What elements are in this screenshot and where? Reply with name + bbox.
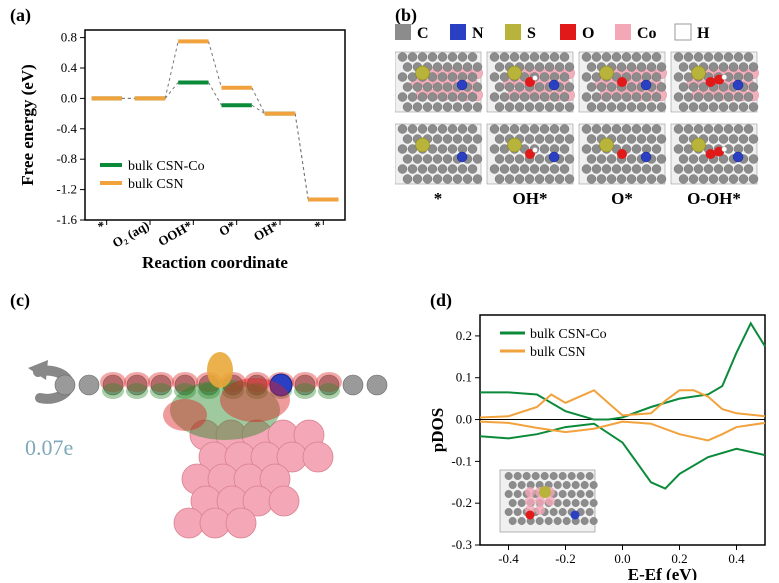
ytick-label: 0.0	[61, 90, 77, 105]
charge-density-isosurface: 0.07e	[10, 300, 390, 575]
xtick-label: 0.4	[728, 551, 745, 566]
structure-cell	[579, 124, 666, 184]
legend-csn: bulk CSN	[128, 177, 184, 192]
ytick-label: 0.4	[61, 60, 78, 75]
xlabel: Reaction coordinate	[142, 253, 288, 270]
legend-swatch	[615, 24, 631, 40]
legend-csn: bulk CSN	[530, 345, 586, 360]
xtick-label: -0.2	[555, 551, 576, 566]
structure-cell	[395, 124, 482, 184]
xlabel: E-Ef (eV)	[628, 565, 697, 580]
structure-label: *	[434, 189, 443, 208]
legend-csn-co: bulk CSN-Co	[530, 327, 607, 342]
structure-cell	[487, 124, 574, 184]
ylabel: pDOS	[428, 408, 447, 452]
free-energy-chart: -1.6-1.2-0.8-0.40.00.40.8*O₂ (aq)OOH*O*O…	[15, 15, 355, 270]
ytick-label: -0.3	[451, 537, 472, 552]
legend-csn-co: bulk CSN-Co	[128, 159, 205, 174]
ytick-label: -0.4	[56, 121, 77, 136]
xtick-label: 0.2	[671, 551, 687, 566]
figure-panel-grid: (a) -1.6-1.2-0.8-0.40.00.40.8*O₂ (aq)OOH…	[0, 0, 779, 583]
structure-cell	[671, 52, 759, 112]
ytick-label: -0.1	[451, 453, 472, 468]
legend-atom-label: H	[697, 25, 710, 42]
legend-atom-label: C	[417, 25, 429, 42]
charge-transfer-label: 0.07e	[25, 435, 73, 460]
structure-cell	[395, 52, 483, 112]
structure-cell	[579, 52, 667, 112]
legend-atom-label: O	[582, 25, 594, 42]
xtick-label: O*	[216, 218, 238, 239]
ytick-label: 0.0	[456, 412, 472, 427]
xtick-label: O₂ (aq)	[110, 218, 152, 251]
ytick-label: -1.2	[56, 182, 77, 197]
legend-swatch	[505, 24, 521, 40]
structure-label: OH*	[513, 189, 548, 208]
ytick-label: 0.1	[456, 370, 472, 385]
ylabel: Free energy (eV)	[18, 64, 37, 185]
legend-atom-label: N	[472, 25, 484, 42]
pdos-inset	[500, 470, 597, 532]
structure-label: O-OH*	[687, 189, 741, 208]
ytick-label: 0.8	[61, 30, 77, 45]
structure-panels: C N S O Co H * OH* O* O-OH*	[395, 20, 775, 270]
pdos-chart: -0.3 -0.2 -0.1 0.0 0.1 0.2 -0.4 -0.2 0.0 0.2 0.4 pD…	[425, 300, 775, 580]
xtick-label: -0.4	[498, 551, 519, 566]
structure-label: O*	[611, 189, 633, 208]
xtick-label: 0.0	[614, 551, 630, 566]
ytick-label: 0.2	[456, 328, 472, 343]
structure-cell	[487, 52, 575, 112]
legend-swatch	[450, 24, 466, 40]
legend-atom-label: Co	[637, 25, 657, 42]
structure-cell	[671, 124, 758, 184]
xtick-label: OOH*	[155, 218, 194, 249]
ytick-label: -0.8	[56, 151, 77, 166]
ytick-label: -1.6	[56, 212, 77, 227]
legend-swatch	[560, 24, 576, 40]
legend-swatch	[675, 24, 691, 40]
legend-swatch	[395, 24, 411, 40]
legend-atom-label: S	[527, 25, 536, 42]
ytick-label: -0.2	[451, 495, 472, 510]
xtick-label: OH*	[251, 218, 282, 244]
